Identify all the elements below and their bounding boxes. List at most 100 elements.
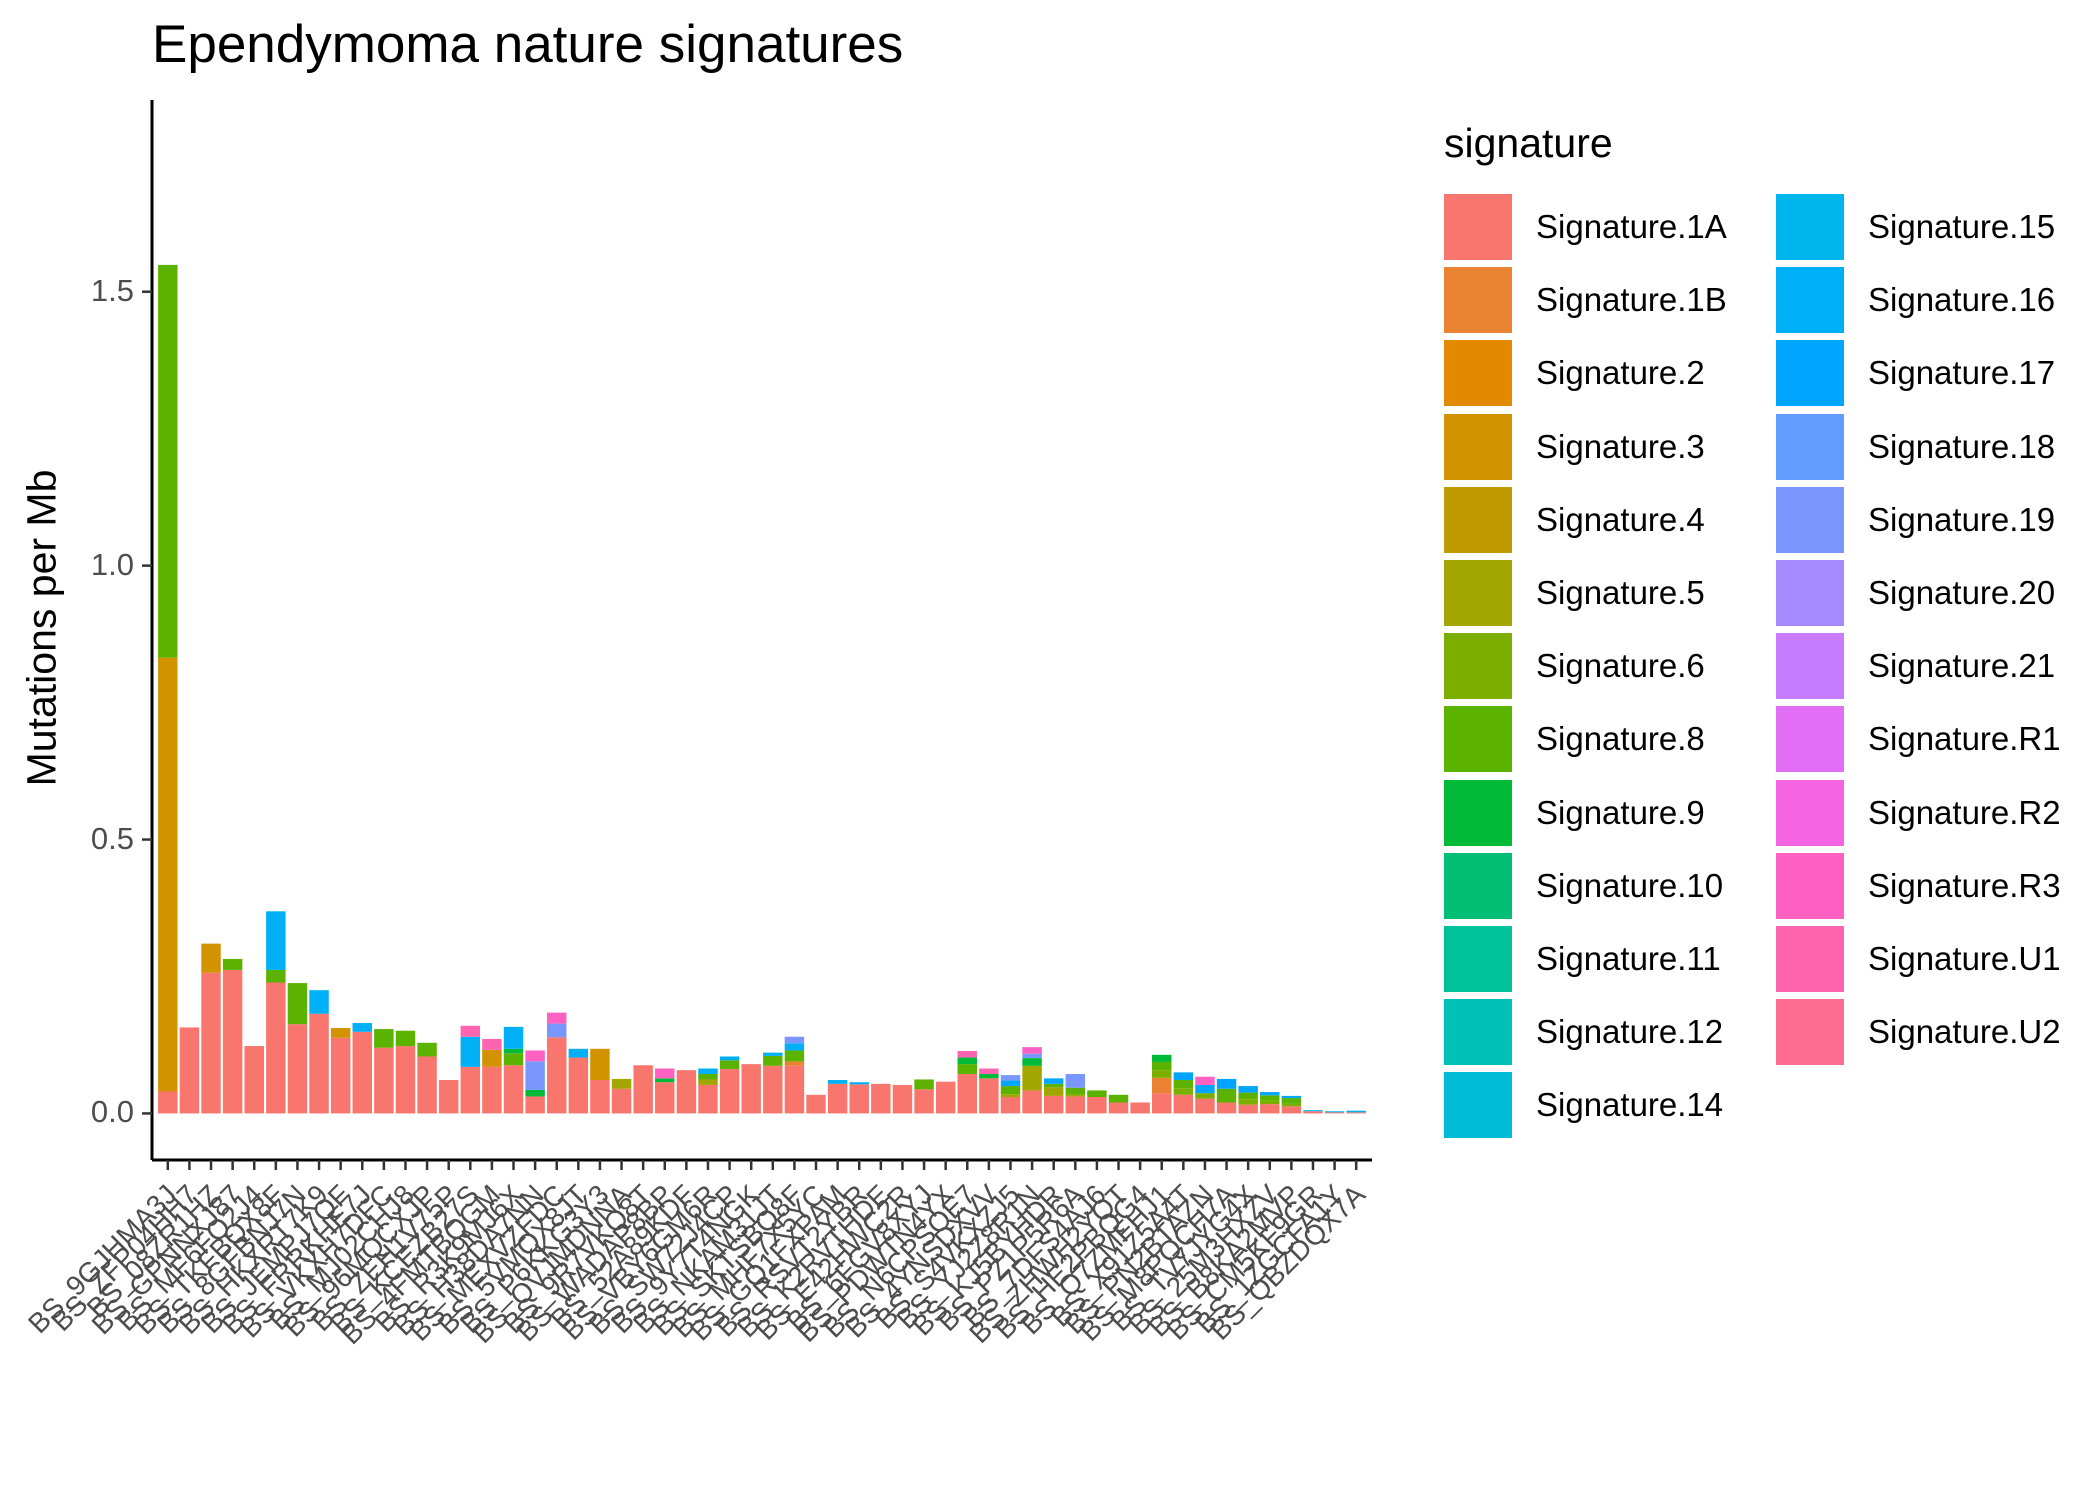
bar-segment-BS_X91Z5A4T-Signature.6 bbox=[1173, 1088, 1194, 1095]
legend-label: Signature.20 bbox=[1868, 574, 2056, 611]
bar-segment-BS_KJ5BYHDR-Signature.1A bbox=[1043, 1095, 1064, 1114]
legend-swatch bbox=[1776, 413, 1844, 480]
bar-segment-BS_M8PQCH7A-Signature.1A bbox=[1216, 1102, 1237, 1114]
bar-segment-BS_7DFS4AJ6-Signature.8 bbox=[1087, 1090, 1107, 1097]
bar-segment-BS_R3K9MJ6X-Signature.8 bbox=[503, 1053, 524, 1066]
bar-segment-BS_ZHWH2YQT-Signature.1A bbox=[1108, 1102, 1129, 1114]
legend-swatch bbox=[1444, 706, 1512, 773]
legend-item: Signature.1A bbox=[1444, 192, 1774, 262]
bar-segment-BS_P6KKG3Y3-Signature.3 bbox=[590, 1048, 610, 1081]
bar-segment-BS_6FGV8XYJ-Signature.1A bbox=[914, 1089, 934, 1114]
legend-label: Signature.R3 bbox=[1868, 866, 2061, 904]
legend-label: Signature.6 bbox=[1536, 647, 1705, 685]
bar-segment-BS_YJ2Z8R1N-Signature.19 bbox=[1022, 1053, 1042, 1059]
bar-segment-BS_QVJMDNNA-Signature.5 bbox=[611, 1078, 632, 1089]
bar-segment-BS_1ZGCFA1Y-Signature.16 bbox=[1324, 1111, 1345, 1113]
legend-label: Signature.15 bbox=[1868, 208, 2056, 245]
legend-swatch bbox=[1776, 340, 1844, 407]
legend-item: Signature.2 bbox=[1444, 338, 1774, 408]
legend-label: Signature.16 bbox=[1868, 281, 2056, 319]
legend-swatch bbox=[1444, 1072, 1512, 1139]
bar-segment-BS_Q7ZMFHJ1-Signature.1A bbox=[1152, 1093, 1172, 1114]
bar-segment-BS_KJ5BYHDR-Signature.8 bbox=[1043, 1083, 1064, 1088]
bar-segment-BS_WADAP8BP-Signature.R3 bbox=[655, 1068, 675, 1079]
legend-swatch bbox=[1444, 413, 1512, 480]
bar-segment-BS_Q7ZMFHJ1-Signature.8 bbox=[1152, 1061, 1172, 1071]
bar-segment-BS_VBY6GM6R-Signature.5 bbox=[698, 1079, 718, 1085]
bar-segment-BS_TV7JYG4X-Signature.1A bbox=[1238, 1104, 1258, 1114]
legend-item: Signature.17 bbox=[1776, 338, 2100, 408]
bar-segment-BS_FRRKHE7J-Signature.16 bbox=[352, 1023, 372, 1032]
legend-swatch bbox=[1444, 560, 1512, 626]
bar-segment-BS_SKTSBQ8F-Signature.19 bbox=[784, 1036, 805, 1044]
bar-segment-BS_N6CPSQE7-Signature.1A bbox=[957, 1073, 977, 1114]
bar-segment-BS_4FMTBQGM-Signature.1A bbox=[482, 1066, 502, 1114]
legend-swatch bbox=[1444, 779, 1512, 846]
bar-segment-BS_S4VKXZJ5-Signature.8 bbox=[1000, 1086, 1021, 1095]
bar-segment-BS_YJ2Z8R1N-Signature.R3 bbox=[1022, 1047, 1042, 1054]
bar-segment-BS_RSVT2YBR-Signature.16 bbox=[849, 1082, 869, 1085]
legend-label: Signature.4 bbox=[1536, 500, 1705, 538]
bar-segment-BS_8GFBNJ7N-Signature.8 bbox=[287, 983, 308, 1025]
bar-segment-BS_TV7JYG4X-Signature.6 bbox=[1238, 1099, 1258, 1105]
legend-item: Signature.11 bbox=[1444, 924, 1774, 994]
bar-segment-BS_SKTSBQ8F-Signature.8 bbox=[784, 1050, 805, 1062]
bar-segment-BS_VKXH7DFC-Signature.8 bbox=[374, 1029, 394, 1048]
bar-segment-BS_Q7ZMFHJ1-Signature.9 bbox=[1152, 1054, 1172, 1062]
bar-segment-BS_4YNSDXVV-Signature.1A bbox=[979, 1078, 999, 1114]
bar-segment-BS_K2RVTHDE-Signature.1A bbox=[871, 1083, 891, 1114]
legend-item: Signature.U1 bbox=[1776, 924, 2100, 994]
legend-swatch bbox=[1444, 633, 1512, 700]
legend-item: Signature.4 bbox=[1444, 485, 1774, 555]
bar-segment-BS_E42HWC2R-Signature.1A bbox=[892, 1084, 913, 1114]
bar-segment-BS_WADAP8BP-Signature.9 bbox=[655, 1078, 675, 1083]
legend-title: signature bbox=[1444, 120, 1613, 166]
legend-label: Signature.2 bbox=[1536, 354, 1705, 392]
bar-segment-BS_1ZGCFA1Y-Signature.1A bbox=[1324, 1112, 1345, 1114]
bar-segment-BS_TKFBQX8F-Signature.16 bbox=[266, 911, 286, 970]
bar-segment-BS_JEMPJ7QF-Signature.3 bbox=[330, 1027, 351, 1038]
bar-segment-BS_KCEZB27S-Signature.U1 bbox=[460, 1025, 481, 1037]
bar-segment-BS_4FMTBQGM-Signature.U1 bbox=[482, 1038, 502, 1050]
legend-swatch bbox=[1444, 999, 1512, 1066]
legend-item: Signature.5 bbox=[1444, 558, 1774, 628]
bar-segment-BS_VBY6GM6R-Signature.1A bbox=[698, 1084, 718, 1114]
bar-segment-BS_HKXRT7K9-Signature.16 bbox=[309, 990, 329, 1014]
legend-item: Signature.9 bbox=[1444, 778, 1774, 848]
bar-segment-BS_HE2PBQG4-Signature.1A bbox=[1130, 1102, 1150, 1114]
chart-title: Ependymoma nature signatures bbox=[152, 15, 904, 74]
bar-segment-BS_B8KA2MVP-Signature.6 bbox=[1281, 1103, 1302, 1107]
bar-segment-BS_S4VKXZJ5-Signature.19 bbox=[1000, 1075, 1021, 1081]
legend-label: Signature.U2 bbox=[1868, 1013, 2061, 1051]
bar-segment-BS_PN2BTAZN-Signature.1A bbox=[1195, 1098, 1215, 1114]
bar-segment-BS_P6KKG3Y3-Signature.1A bbox=[590, 1080, 610, 1114]
bar-segment-BS_5VMQX8JT-Signature.16 bbox=[568, 1048, 589, 1058]
legend-swatch bbox=[1776, 706, 1844, 773]
legend-label: Signature.3 bbox=[1536, 427, 1705, 465]
bar-segment-BS_PZ1P5R6A-Signature.1A bbox=[1065, 1096, 1086, 1114]
bar-segment-BS_NKAM31JT-Signature.8 bbox=[763, 1055, 783, 1066]
bar-segment-BS_GQ1FXPAM-Signature.16 bbox=[827, 1080, 848, 1084]
legend-item: Signature.R3 bbox=[1776, 851, 2100, 921]
bar-segment-BS_52A89KDF-Signature.1A bbox=[676, 1070, 697, 1114]
bar-segment-BS_H38DA7NN-Signature.19 bbox=[525, 1061, 545, 1090]
bar-segment-BS_SW72J4CP-Signature.1A bbox=[719, 1069, 740, 1114]
legend-item: Signature.15 bbox=[1776, 192, 2100, 262]
bar-segment-BS_M8PQCH7A-Signature.8 bbox=[1216, 1088, 1237, 1103]
bar-segment-BS_Q7ZMFHJ1-Signature.1B bbox=[1152, 1077, 1172, 1094]
legend-item: Signature.R2 bbox=[1776, 778, 2100, 848]
legend-item: Signature.10 bbox=[1444, 851, 1774, 921]
bar-segment-BS_MEXVZFDC-Signature.19 bbox=[547, 1023, 567, 1038]
bar-segment-BS_M8PQCH7A-Signature.17 bbox=[1216, 1078, 1237, 1089]
bar-segment-BS_4FMTBQGM-Signature.3 bbox=[482, 1049, 502, 1067]
bar-segment-BS_MF6FQ2J4-Signature.1A bbox=[244, 1046, 264, 1114]
legend-swatch bbox=[1776, 194, 1844, 260]
bar-segment-BS_ZHWH2YQT-Signature.8 bbox=[1108, 1094, 1129, 1103]
legend-swatch bbox=[1776, 486, 1844, 553]
bar-segment-BS_TKFBQX8F-Signature.1A bbox=[266, 982, 286, 1114]
legend-swatch bbox=[1776, 926, 1844, 992]
legend-item: Signature.R1 bbox=[1776, 704, 2100, 774]
bar-segment-BS_PN2BTAZN-Signature.17 bbox=[1195, 1084, 1215, 1094]
legend-item: Signature.18 bbox=[1776, 412, 2100, 482]
